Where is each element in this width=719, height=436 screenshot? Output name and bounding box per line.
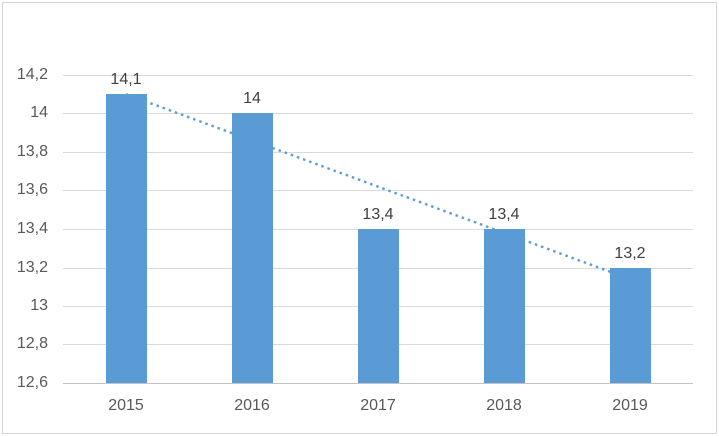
y-axis-tick-label: 13,6	[16, 181, 48, 198]
gridline	[63, 152, 693, 153]
bar-value-label: 14	[243, 90, 261, 107]
y-axis-tick-label: 14,2	[16, 66, 48, 83]
y-axis-tick-label: 13,2	[16, 259, 48, 276]
bar-value-label: 13,4	[488, 206, 520, 223]
bar-value-label: 14,1	[110, 71, 142, 88]
bar-value-label: 13,2	[614, 245, 646, 262]
x-axis-tick-label: 2015	[108, 397, 144, 414]
y-axis-tick-label: 12,8	[16, 335, 48, 352]
bar-value-label: 13,4	[362, 206, 394, 223]
trendline	[125, 93, 631, 281]
gridline	[63, 75, 693, 76]
bar-2017	[358, 229, 399, 383]
gridline	[63, 113, 693, 114]
bar-2018	[484, 229, 525, 383]
x-axis-tick-label: 2019	[612, 397, 648, 414]
bar-2015	[106, 94, 147, 383]
y-axis-tick-label: 13,4	[16, 220, 48, 237]
x-axis-tick-label: 2017	[360, 397, 396, 414]
x-axis-tick-label: 2016	[234, 397, 270, 414]
y-axis-tick-label: 13,8	[16, 143, 48, 160]
y-axis-tick-label: 14	[30, 104, 48, 121]
x-axis-tick-label: 2018	[486, 397, 522, 414]
bar-2016	[232, 113, 273, 383]
y-axis-tick-label: 12,6	[16, 374, 48, 391]
x-axis-line	[63, 383, 693, 384]
gridline	[63, 190, 693, 191]
y-axis-tick-label: 13	[30, 297, 48, 314]
bar-2019	[610, 268, 651, 383]
